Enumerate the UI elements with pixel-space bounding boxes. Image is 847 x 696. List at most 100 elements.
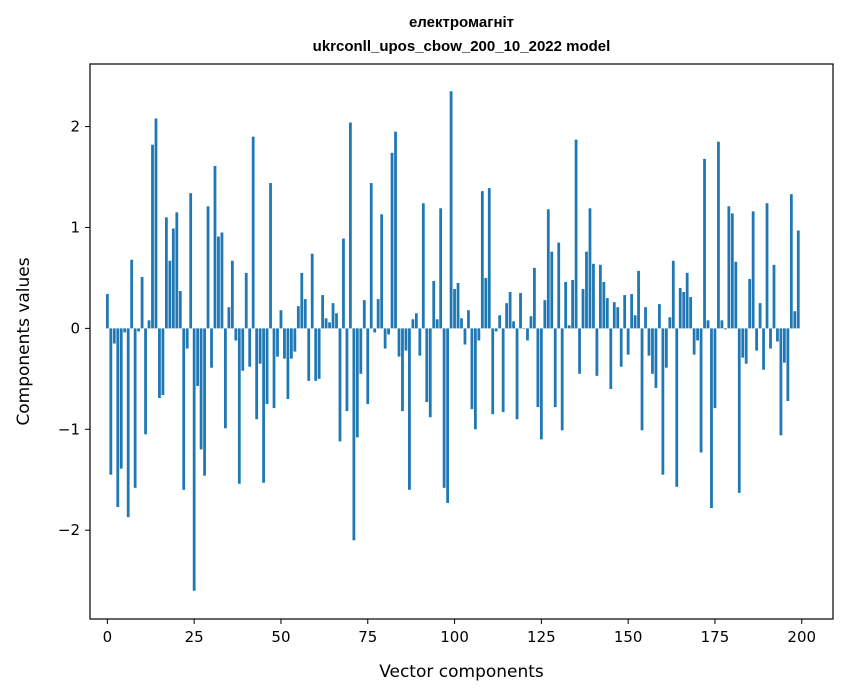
x-axis-ticks: 0 25 50 75 100 125 150 175 200 — [103, 619, 816, 646]
bar-component-112 — [494, 328, 498, 332]
bar-component-140 — [592, 263, 595, 329]
bar-component-107 — [477, 328, 481, 341]
bar-component-9 — [137, 328, 140, 332]
bar-component-120 — [522, 328, 526, 329]
bar-component-123 — [533, 267, 536, 329]
bar-component-134 — [571, 279, 574, 329]
bar-component-192 — [772, 264, 776, 329]
bar-component-92 — [425, 328, 429, 403]
bar-component-139 — [588, 208, 592, 329]
bar-component-5 — [123, 328, 127, 333]
bar-component-43 — [255, 328, 259, 420]
bar-component-133 — [567, 325, 571, 329]
bar-component-57 — [303, 299, 307, 329]
bar-component-145 — [609, 328, 613, 389]
bar-component-137 — [581, 289, 585, 329]
bar-component-109 — [484, 277, 488, 329]
bar-component-118 — [515, 328, 519, 420]
bar-component-155 — [644, 307, 647, 329]
bar-component-174 — [710, 328, 713, 508]
x-tick-label: 125 — [527, 628, 556, 646]
bar-component-150 — [626, 328, 630, 355]
bar-component-111 — [491, 328, 495, 415]
bar-component-144 — [605, 298, 609, 329]
bar-component-45 — [262, 328, 265, 483]
bar-component-180 — [730, 213, 734, 329]
bar-component-72 — [355, 328, 359, 438]
bar-component-78 — [376, 299, 380, 329]
bar-component-27 — [199, 328, 203, 450]
y-tick-label: −2 — [58, 521, 80, 539]
bar-component-77 — [373, 328, 377, 333]
bar-component-76 — [369, 183, 373, 329]
bar-component-86 — [404, 328, 408, 351]
bar-component-183 — [741, 328, 745, 358]
bar-component-146 — [612, 302, 616, 329]
bar-component-21 — [178, 291, 182, 329]
bar-component-52 — [286, 328, 290, 400]
bar-component-0 — [105, 294, 109, 329]
bar-component-34 — [224, 328, 227, 429]
bar-component-108 — [480, 191, 484, 329]
y-tick-label: 0 — [70, 319, 80, 337]
bar-component-51 — [283, 328, 286, 359]
bar-component-116 — [508, 292, 512, 329]
bar-component-79 — [380, 214, 384, 329]
x-tick-label: 75 — [358, 628, 377, 646]
bar-component-69 — [345, 328, 349, 412]
bar-component-126 — [543, 300, 547, 329]
bar-component-106 — [474, 328, 477, 430]
bar-component-48 — [272, 328, 276, 409]
bar-component-93 — [428, 328, 432, 418]
bar-component-81 — [387, 328, 390, 335]
plot-frame — [89, 63, 834, 620]
bar-component-24 — [189, 193, 193, 329]
bar-component-70 — [349, 122, 352, 329]
bar-component-103 — [463, 328, 467, 345]
x-tick-label: 175 — [701, 628, 730, 646]
bar-component-142 — [598, 264, 602, 329]
bar-component-26 — [196, 328, 200, 386]
bar-component-84 — [397, 328, 401, 357]
x-tick-label: 50 — [271, 628, 290, 646]
bar-component-64 — [328, 322, 331, 329]
bar-component-46 — [265, 328, 269, 405]
bar-component-167 — [685, 272, 689, 329]
bar-component-59 — [310, 253, 314, 329]
bar-component-172 — [703, 158, 706, 329]
bar-component-38 — [237, 328, 241, 484]
bar-component-117 — [512, 321, 515, 329]
x-tick-label: 25 — [185, 628, 204, 646]
bar-component-19 — [171, 228, 175, 329]
bar-component-191 — [769, 328, 772, 349]
bar-component-10 — [140, 276, 144, 329]
bar-component-39 — [241, 328, 245, 371]
bar-component-101 — [456, 282, 460, 329]
bar-component-153 — [637, 270, 640, 329]
bar-component-88 — [411, 319, 415, 329]
bar-component-25 — [192, 328, 196, 591]
bar-component-195 — [783, 328, 786, 363]
bar-component-98 — [446, 328, 449, 503]
y-tick-label: −1 — [58, 420, 80, 438]
bar-component-138 — [585, 251, 588, 329]
bar-component-65 — [331, 303, 335, 329]
bar-component-196 — [786, 328, 790, 402]
bar-component-99 — [449, 91, 453, 329]
bar-component-97 — [442, 328, 446, 488]
bar-component-13 — [151, 144, 154, 329]
bar-component-104 — [467, 310, 470, 329]
bar-component-162 — [668, 317, 672, 329]
bar-component-149 — [623, 295, 627, 329]
bar-component-194 — [779, 328, 783, 436]
x-tick-label: 150 — [614, 628, 643, 646]
bar-component-82 — [390, 152, 394, 329]
bar-component-55 — [296, 306, 300, 329]
bar-component-105 — [470, 328, 474, 410]
bar-component-113 — [498, 315, 502, 329]
bar-component-199 — [796, 230, 800, 329]
bar-component-95 — [435, 319, 439, 329]
bar-component-11 — [144, 328, 147, 435]
chart-subtitle: ukrconll_upos_cbow_200_10_2022 model — [313, 38, 611, 55]
bar-component-30 — [210, 328, 213, 368]
